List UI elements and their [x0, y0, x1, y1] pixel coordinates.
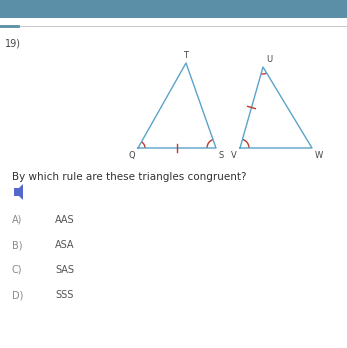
Text: A): A) [12, 215, 22, 225]
Text: W: W [315, 151, 323, 160]
Text: Q: Q [128, 151, 135, 160]
Bar [0, 0, 347, 18]
Text: B): B) [12, 240, 23, 250]
Text: By which rule are these triangles congruent?: By which rule are these triangles congru… [12, 172, 246, 182]
Text: SAS: SAS [55, 265, 74, 275]
Text: V: V [231, 151, 237, 160]
Text: ASA: ASA [55, 240, 75, 250]
Text: S: S [219, 151, 224, 160]
Text: C): C) [12, 265, 23, 275]
Text: AAS: AAS [55, 215, 75, 225]
Text: U: U [266, 55, 272, 64]
Text: T: T [184, 51, 188, 60]
Polygon shape [14, 184, 23, 200]
Text: SSS: SSS [55, 290, 73, 300]
Text: D): D) [12, 290, 23, 300]
Text: 19): 19) [5, 38, 21, 48]
